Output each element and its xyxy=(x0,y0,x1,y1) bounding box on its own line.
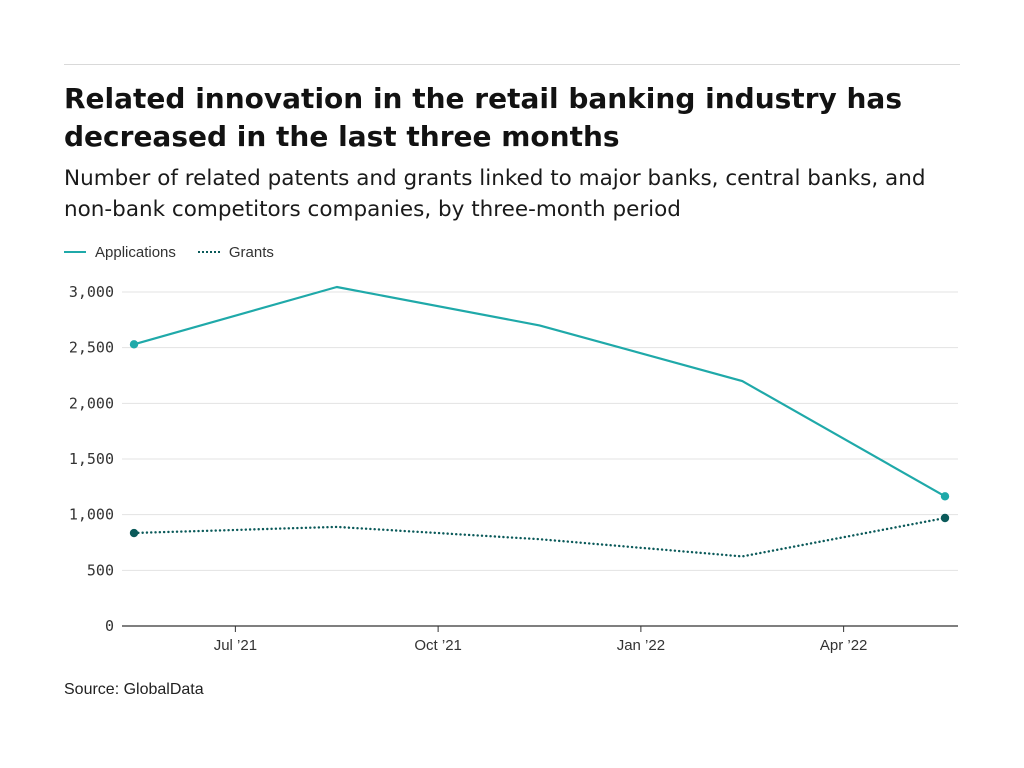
series xyxy=(129,285,950,558)
y-tick-label: 1,500 xyxy=(69,450,114,468)
x-tick-label: Apr ’22 xyxy=(820,637,868,654)
series-line-applications xyxy=(132,285,947,498)
data-point-applications xyxy=(129,340,139,349)
y-tick-label: 1,000 xyxy=(69,506,114,524)
legend-label-applications: Applications xyxy=(95,243,176,261)
legend-swatch-applications xyxy=(64,251,86,253)
gridlines xyxy=(122,291,958,571)
legend-item-grants: Grants xyxy=(197,243,274,261)
x-tick-label: Oct ’21 xyxy=(414,637,462,654)
legend: Applications Grants xyxy=(64,242,296,262)
data-point-grants xyxy=(940,513,950,523)
legend-swatch-grants xyxy=(197,251,220,253)
top-divider xyxy=(64,64,960,65)
line-chart: 0 500 1,000 1,500 2,000 2,500 3,000 Jul ’21 Oct… xyxy=(69,283,958,654)
y-tick-label: 2,500 xyxy=(69,339,114,357)
series-line-grants xyxy=(132,516,947,558)
y-tick-label: 0 xyxy=(105,617,114,635)
chart-title: Related innovation in the retail banking… xyxy=(64,82,902,153)
x-tick-label: Jan ’22 xyxy=(617,637,665,654)
x-axis: Jul ’21 Oct ’21 Jan ’22 Apr ’22 xyxy=(122,625,958,654)
x-tick-label: Jul ’21 xyxy=(214,637,257,654)
y-tick-label: 500 xyxy=(87,561,114,579)
y-tick-label: 2,000 xyxy=(69,394,114,412)
y-axis: 0 500 1,000 1,500 2,000 2,500 3,000 xyxy=(69,283,114,635)
data-point-applications xyxy=(940,492,950,501)
chart-subtitle: Number of related patents and grants lin… xyxy=(64,166,926,222)
data-point-grants xyxy=(129,528,139,538)
legend-label-grants: Grants xyxy=(228,243,274,261)
legend-item-applications: Applications xyxy=(64,244,176,261)
source-note: Source: GlobalData xyxy=(64,681,204,698)
y-tick-label: 3,000 xyxy=(69,283,114,301)
